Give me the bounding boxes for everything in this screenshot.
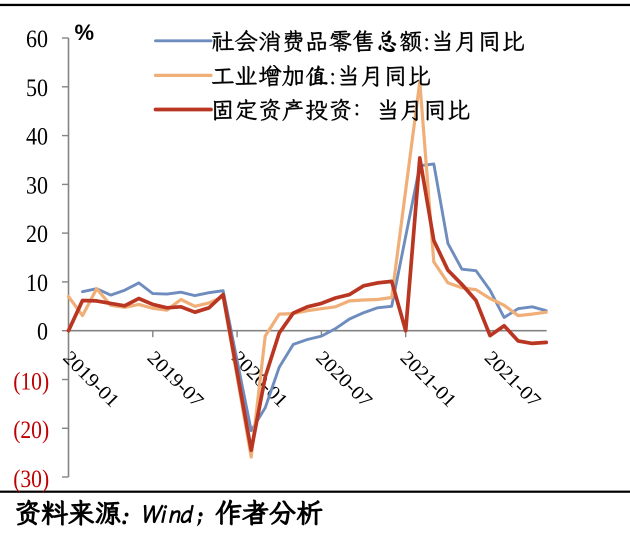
svg-text:60: 60 — [26, 26, 48, 53]
svg-text:20: 20 — [26, 221, 48, 248]
svg-text:(20): (20) — [13, 417, 49, 444]
svg-text:(30): (30) — [13, 466, 49, 493]
svg-text:50: 50 — [26, 75, 48, 102]
svg-text:%: % — [75, 20, 95, 45]
svg-text:40: 40 — [26, 124, 48, 151]
svg-text:0: 0 — [37, 319, 48, 346]
svg-text:(10): (10) — [13, 368, 49, 395]
svg-text:30: 30 — [26, 172, 48, 199]
svg-text:10: 10 — [26, 270, 48, 297]
